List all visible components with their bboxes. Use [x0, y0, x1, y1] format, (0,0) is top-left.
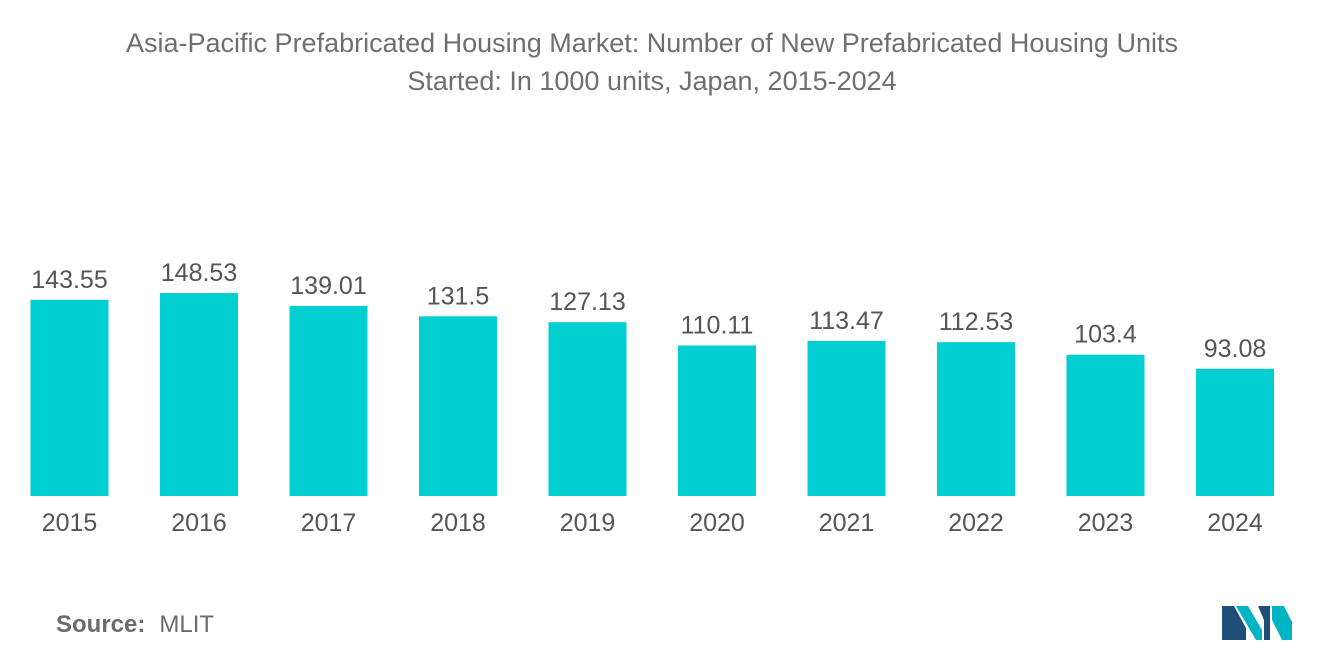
- data-label-2015: 143.55: [31, 266, 107, 294]
- bar-2019: [548, 322, 627, 496]
- x-tick-label-2015: 2015: [42, 509, 98, 537]
- x-tick-label-2021: 2021: [819, 509, 875, 537]
- data-label-2023: 103.4: [1074, 321, 1137, 349]
- data-label-2024: 93.08: [1204, 335, 1267, 363]
- x-tick-label-2023: 2023: [1078, 509, 1134, 537]
- source-label: Source:: [56, 611, 146, 638]
- bar-2016: [160, 293, 238, 496]
- data-label-2021: 113.47: [809, 307, 884, 335]
- x-tick-label-2024: 2024: [1207, 509, 1263, 537]
- x-tick-label-2018: 2018: [430, 509, 486, 537]
- bar-2020: [678, 345, 756, 496]
- data-label-2016: 148.53: [161, 259, 237, 287]
- x-tick-label-2020: 2020: [689, 509, 745, 537]
- data-label-2017: 139.01: [290, 272, 366, 300]
- bar-2017: [289, 306, 368, 496]
- data-label-2022: 112.53: [939, 308, 1014, 336]
- x-tick-label-2016: 2016: [171, 509, 227, 537]
- source-value: MLIT: [159, 611, 215, 638]
- chart-title-line-1: Asia-Pacific Prefabricated Housing Marke…: [126, 28, 1178, 58]
- bar-2024: [1196, 368, 1274, 496]
- source-note: Source: MLIT: [56, 611, 214, 639]
- chart-title: Asia-Pacific Prefabricated Housing Marke…: [0, 24, 1304, 100]
- data-label-2018: 131.5: [427, 282, 490, 310]
- x-tick-label-2019: 2019: [560, 509, 616, 537]
- bar-2022: [937, 342, 1015, 496]
- bar-2015: [30, 299, 109, 496]
- bar-2021: [807, 340, 886, 496]
- mordor-intelligence-logo-icon: [1222, 606, 1292, 640]
- data-label-2020: 110.11: [681, 312, 754, 340]
- x-tick-label-2022: 2022: [948, 509, 1004, 537]
- bar-2018: [419, 316, 497, 496]
- x-tick-label-2017: 2017: [301, 509, 357, 537]
- bar-2023: [1066, 354, 1145, 496]
- data-label-2019: 127.13: [549, 288, 625, 316]
- chart-title-line-2: Started: In 1000 units, Japan, 2015-2024: [407, 66, 897, 96]
